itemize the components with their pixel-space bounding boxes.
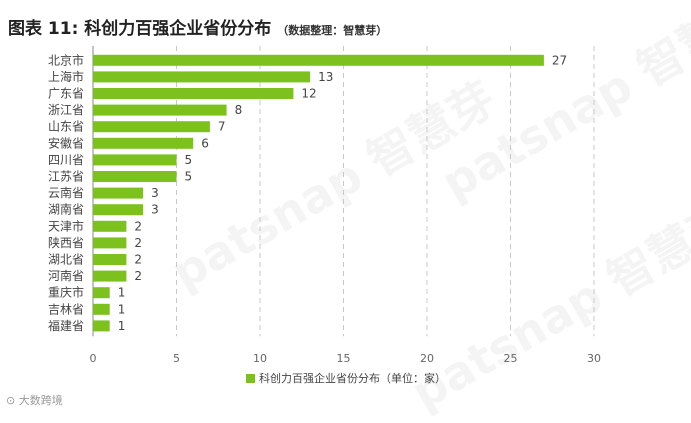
data-label: 2 bbox=[134, 236, 142, 250]
data-label: 8 bbox=[235, 103, 243, 117]
category-label: 湖北省 bbox=[48, 252, 84, 267]
bar bbox=[93, 187, 144, 199]
category-label: 江苏省 bbox=[48, 170, 84, 184]
x-tick-label: 0 bbox=[90, 352, 97, 365]
x-tick-label: 5 bbox=[173, 352, 180, 365]
data-label: 27 bbox=[552, 53, 567, 67]
x-tick-label: 15 bbox=[337, 352, 351, 365]
category-label: 上海市 bbox=[48, 69, 84, 84]
category-label: 重庆市 bbox=[48, 285, 84, 300]
category-label: 广东省 bbox=[48, 87, 84, 101]
data-label: 3 bbox=[151, 186, 159, 200]
bar bbox=[93, 88, 294, 99]
data-label: 6 bbox=[201, 136, 209, 150]
legend-label: 科创力百强企业省份分布（单位：家） bbox=[259, 371, 446, 385]
x-tick-label: 30 bbox=[587, 352, 601, 365]
legend-swatch bbox=[246, 374, 255, 383]
data-label: 12 bbox=[301, 87, 316, 101]
bar bbox=[93, 104, 227, 116]
x-tick-label: 10 bbox=[253, 352, 267, 365]
data-label: 2 bbox=[134, 219, 142, 233]
category-label: 北京市 bbox=[48, 52, 84, 67]
bar bbox=[93, 54, 544, 66]
category-label: 天津市 bbox=[48, 218, 84, 233]
data-label: 1 bbox=[118, 319, 126, 333]
bar bbox=[93, 270, 127, 282]
chart-title: 图表 11: 科创力百强企业省份分布 bbox=[8, 19, 272, 39]
bar bbox=[93, 154, 177, 166]
bar bbox=[93, 171, 177, 182]
category-label: 四川省 bbox=[48, 153, 84, 167]
bar bbox=[93, 254, 127, 265]
bar bbox=[93, 71, 311, 83]
data-label: 1 bbox=[118, 286, 126, 300]
bar bbox=[93, 137, 194, 149]
chart-title-row: 图表 11: 科创力百强企业省份分布 （数据整理：智慧芽） bbox=[8, 14, 387, 39]
data-label: 5 bbox=[185, 153, 193, 167]
category-label: 湖南省 bbox=[48, 202, 84, 217]
data-label: 5 bbox=[185, 170, 193, 184]
bar bbox=[93, 303, 110, 315]
credit-logo-icon: ⊙ bbox=[6, 394, 19, 407]
data-label: 1 bbox=[118, 302, 126, 316]
category-label: 浙江省 bbox=[48, 103, 84, 117]
category-label: 安徽省 bbox=[48, 135, 84, 150]
x-tick-label: 20 bbox=[420, 352, 434, 365]
bar bbox=[93, 320, 110, 332]
credit-text: 大数跨境 bbox=[18, 394, 63, 407]
data-label: 13 bbox=[318, 70, 333, 84]
data-label: 2 bbox=[134, 253, 142, 267]
data-label: 3 bbox=[151, 203, 159, 217]
data-label: 2 bbox=[134, 269, 142, 283]
bar bbox=[93, 237, 127, 249]
category-label: 吉林省 bbox=[48, 302, 84, 316]
bar bbox=[93, 204, 144, 216]
category-label: 云南省 bbox=[48, 185, 84, 200]
data-label: 7 bbox=[218, 120, 226, 134]
bar bbox=[93, 287, 110, 299]
category-label: 山东省 bbox=[48, 120, 84, 134]
footer-credit: ⊙ 大数跨境 bbox=[6, 392, 63, 408]
chart-source: （数据整理：智慧芽） bbox=[277, 24, 388, 37]
category-label: 福建省 bbox=[48, 318, 84, 333]
category-label: 河南省 bbox=[48, 268, 84, 283]
bar bbox=[93, 220, 127, 232]
bar bbox=[93, 121, 210, 133]
x-tick-label: 25 bbox=[504, 352, 518, 365]
category-label: 陕西省 bbox=[48, 235, 84, 250]
